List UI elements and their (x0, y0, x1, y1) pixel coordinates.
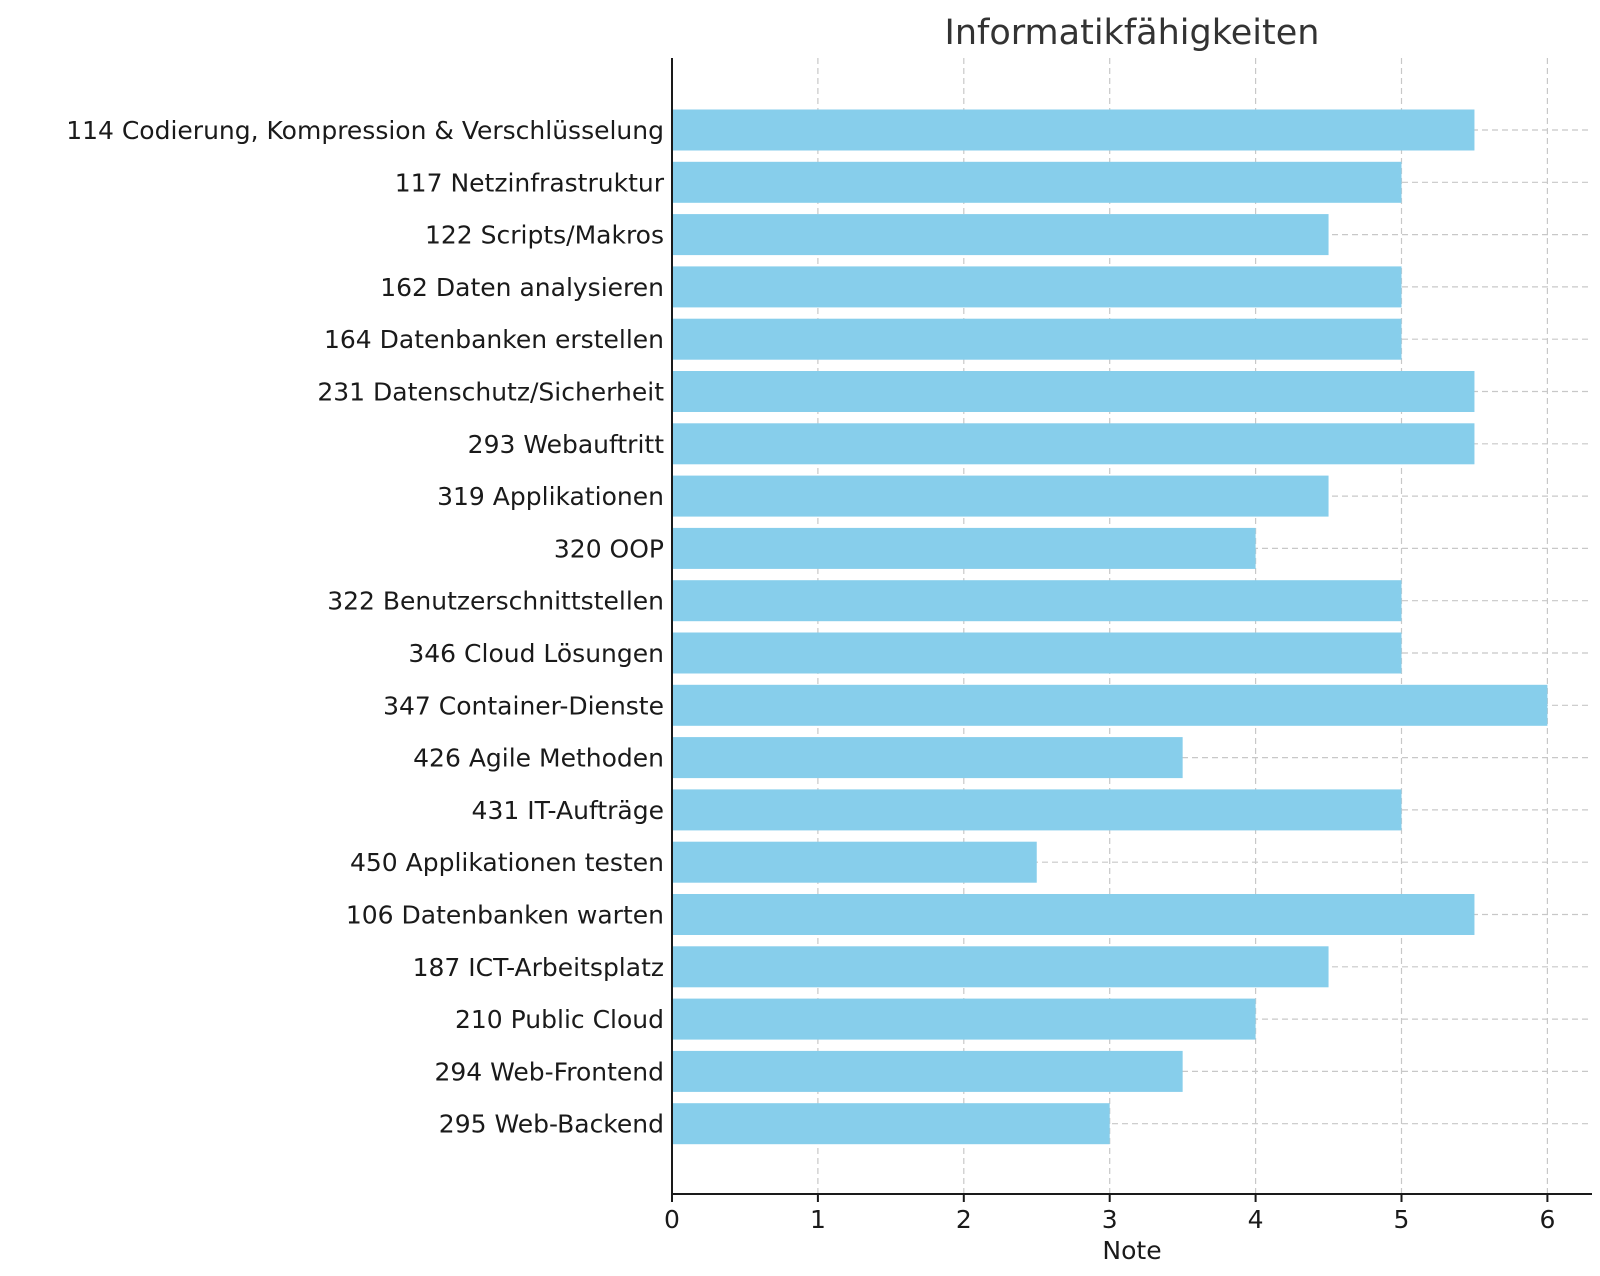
category-label: 122 Scripts/Makros (425, 221, 664, 250)
x-axis-title: Note (1102, 1236, 1161, 1265)
category-label: 117 Netzinfrastruktur (395, 168, 665, 197)
x-tick-label: 2 (956, 1205, 972, 1234)
category-label: 347 Container-Dienste (383, 691, 664, 720)
category-label: 293 Webauftritt (468, 430, 665, 459)
bar (672, 423, 1475, 465)
bar (672, 266, 1402, 308)
bar (672, 1050, 1183, 1092)
bar (672, 1103, 1110, 1145)
bar (672, 527, 1256, 569)
bar (672, 841, 1037, 883)
category-label: 187 ICT-Arbeitsplatz (413, 953, 664, 982)
category-label: 164 Datenbanken erstellen (324, 325, 664, 354)
bar (672, 109, 1475, 151)
category-label: 231 Datenschutz/Sicherheit (317, 378, 664, 407)
category-label: 320 OOP (554, 534, 664, 563)
bar (672, 161, 1402, 203)
bar (672, 789, 1402, 831)
bar (672, 580, 1402, 622)
chart-title: Informatikfähigkeiten (945, 13, 1320, 53)
category-label: 426 Agile Methoden (413, 744, 664, 773)
bar (672, 475, 1329, 517)
category-labels: 114 Codierung, Kompression & Verschlüsse… (66, 116, 665, 1139)
bar (672, 632, 1402, 674)
category-label: 319 Applikationen (437, 482, 664, 511)
category-label: 210 Public Cloud (455, 1005, 664, 1034)
category-label: 322 Benutzerschnittstellen (327, 587, 664, 616)
bar (672, 946, 1329, 988)
bar (672, 894, 1475, 935)
x-tick-label: 1 (810, 1205, 826, 1234)
category-label: 162 Daten analysieren (380, 273, 664, 302)
category-label: 431 IT-Aufträge (472, 796, 664, 825)
bar (672, 737, 1183, 779)
bar (672, 214, 1329, 256)
x-axis-ticks: 0 1 2 3 4 5 6 (664, 1194, 1555, 1234)
x-tick-label: 0 (664, 1205, 680, 1234)
x-tick-label: 6 (1539, 1205, 1555, 1234)
category-label: 106 Datenbanken warten (346, 901, 664, 930)
x-tick-label: 5 (1394, 1205, 1410, 1234)
category-label: 114 Codierung, Kompression & Verschlüsse… (66, 116, 664, 145)
x-tick-label: 3 (1102, 1205, 1118, 1234)
category-label: 346 Cloud Lösungen (408, 639, 664, 668)
category-label: 295 Web-Backend (439, 1110, 664, 1139)
bar (672, 318, 1402, 360)
bars (672, 109, 1548, 1145)
bar (672, 371, 1475, 412)
bar (672, 684, 1548, 726)
category-label: 450 Applikationen testen (350, 848, 664, 877)
bar (672, 998, 1256, 1040)
x-tick-label: 4 (1248, 1205, 1264, 1234)
category-label: 294 Web-Frontend (434, 1057, 664, 1086)
